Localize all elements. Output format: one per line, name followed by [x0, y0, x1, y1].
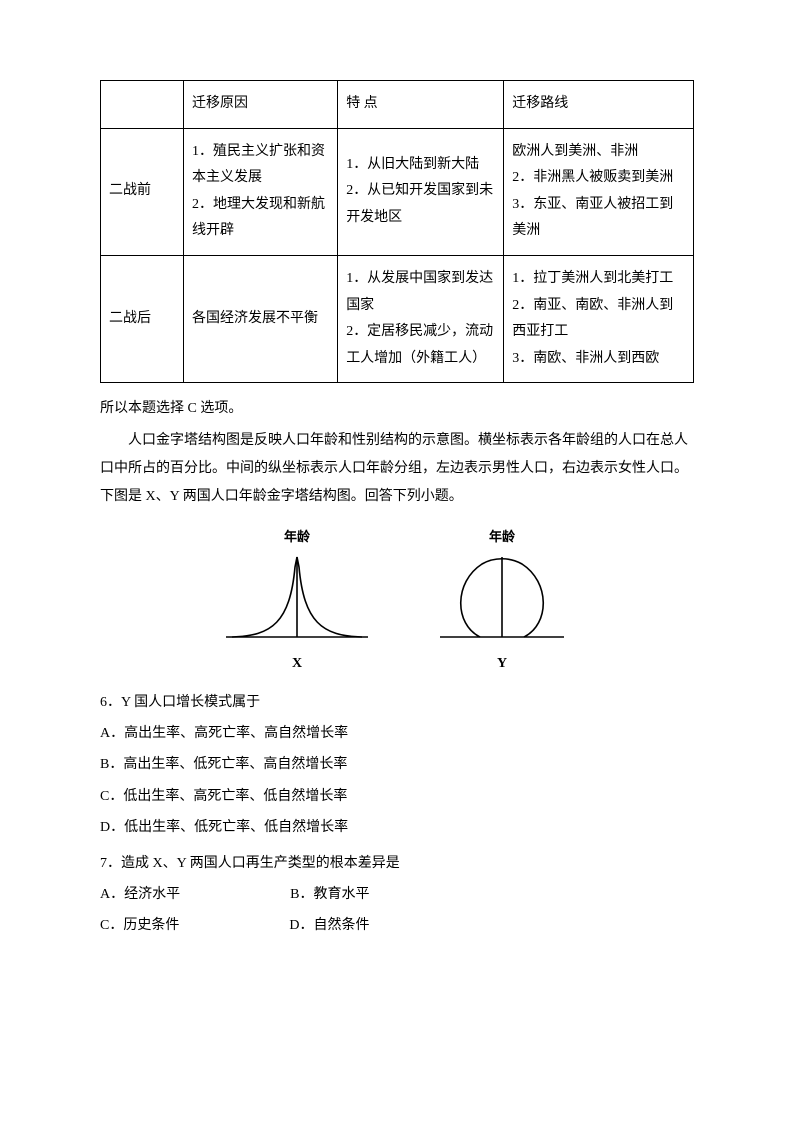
row-feature: 1．从旧大陆到新大陆 2．从已知开发国家到未开发地区 [338, 128, 504, 255]
table-row: 二战前 1．殖民主义扩张和资本主义发展 2．地理大发现和新航线开辟 1．从旧大陆… [101, 128, 694, 255]
row-cause: 各国经济发展不平衡 [184, 255, 338, 382]
table-row: 二战后 各国经济发展不平衡 1．从发展中国家到发达国家 2．定居移民减少，流动工… [101, 255, 694, 382]
header-cell: 迁移原因 [184, 81, 338, 129]
pyramid-figures: 年龄 X 年龄 Y [100, 525, 694, 677]
q6-option-b: B．高出生率、低死亡率、高自然增长率 [100, 750, 694, 779]
figure-y: 年龄 Y [432, 525, 572, 677]
pyramid-y-svg [432, 552, 572, 647]
row-label: 二战前 [101, 128, 184, 255]
figure-x: 年龄 X [222, 525, 372, 677]
q7-stem: 7．造成 X、Y 两国人口再生产类型的根本差异是 [100, 849, 694, 878]
pyramid-x-svg [222, 552, 372, 647]
q7-options-row1: A．经济水平 B．教育水平 [100, 880, 694, 909]
q7-option-d: D．自然条件 [289, 911, 369, 940]
intro-paragraph: 人口金字塔结构图是反映人口年龄和性别结构的示意图。横坐标表示各年龄组的人口在总人… [100, 427, 694, 511]
q6-option-a: A．高出生率、高死亡率、高自然增长率 [100, 719, 694, 748]
row-route: 欧洲人到美洲、非洲 2．非洲黑人被贩卖到美洲 3．东亚、南亚人被招工到美洲 [504, 128, 694, 255]
q7-option-b: B．教育水平 [290, 880, 369, 909]
header-cell: 特 点 [338, 81, 504, 129]
row-feature: 1．从发展中国家到发达国家 2．定居移民减少，流动工人增加（外籍工人） [338, 255, 504, 382]
q7-options-row2: C．历史条件 D．自然条件 [100, 911, 694, 940]
age-label: 年龄 [489, 525, 515, 550]
q7-option-a: A．经济水平 [100, 880, 180, 909]
row-cause: 1．殖民主义扩张和资本主义发展 2．地理大发现和新航线开辟 [184, 128, 338, 255]
answer-line: 所以本题选择 C 选项。 [100, 395, 694, 423]
figure-y-label: Y [497, 651, 507, 678]
header-cell [101, 81, 184, 129]
row-label: 二战后 [101, 255, 184, 382]
figure-x-label: X [292, 651, 302, 678]
table-header-row: 迁移原因 特 点 迁移路线 [101, 81, 694, 129]
q6-stem: 6．Y 国人口增长模式属于 [100, 688, 694, 717]
migration-table: 迁移原因 特 点 迁移路线 二战前 1．殖民主义扩张和资本主义发展 2．地理大发… [100, 80, 694, 383]
header-cell: 迁移路线 [504, 81, 694, 129]
age-label: 年龄 [284, 525, 310, 550]
q6-option-c: C．低出生率、高死亡率、低自然增长率 [100, 782, 694, 811]
q7-option-c: C．历史条件 [100, 911, 179, 940]
row-route: 1．拉丁美洲人到北美打工 2．南亚、南欧、非洲人到西亚打工 3．南欧、非洲人到西… [504, 255, 694, 382]
q6-option-d: D．低出生率、低死亡率、低自然增长率 [100, 813, 694, 842]
